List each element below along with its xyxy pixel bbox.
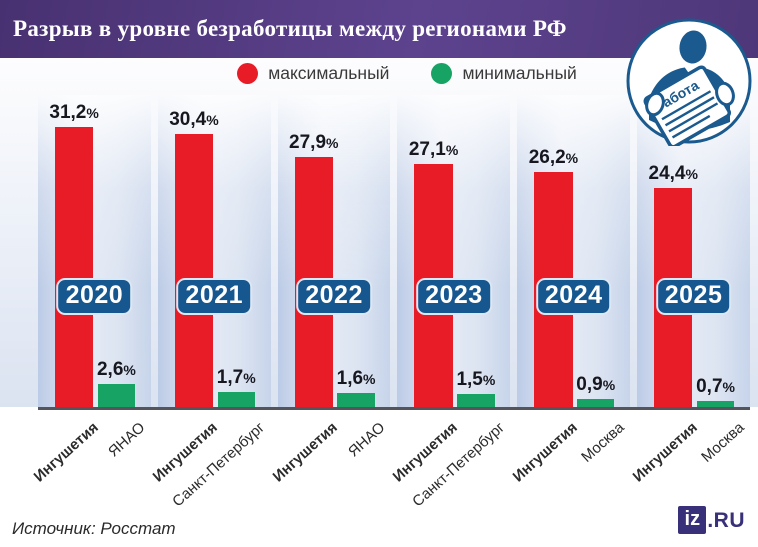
min-bar: 1,5% (456, 369, 495, 407)
legend-min-dot-icon (431, 63, 453, 84)
percent-sign: % (722, 379, 735, 395)
year-badge: 2020 (56, 278, 133, 315)
min-bar: 0,9% (576, 374, 615, 407)
year-group-2024: 26,2% 0,9% 2024 Ингушетия Москва (509, 95, 631, 485)
max-bar: 31,2% (49, 102, 99, 407)
value-number: 27,1 (408, 139, 446, 160)
percent-sign: % (123, 362, 136, 378)
year-badge: 2025 (655, 278, 732, 315)
value-number: 31,2 (49, 102, 87, 123)
year-group-2025: 24,4% 0,7% 2025 Ингушетия Москва (629, 95, 750, 485)
x-label-min-region: Москва (578, 419, 628, 466)
max-value-label: 24,4% (649, 163, 698, 185)
max-value-label: 27,1% (409, 139, 458, 161)
legend: максимальный минимальный (28, 63, 758, 84)
percent-sign: % (86, 105, 99, 121)
x-label-max-region: Ингушетия (629, 419, 701, 486)
value-number: 27,9 (289, 132, 327, 153)
x-label-min-region: ЯНАО (105, 419, 149, 461)
legend-item-min: минимальный (431, 63, 577, 84)
legend-min-label: минимальный (462, 63, 577, 83)
legend-max-label: максимальный (268, 63, 390, 83)
plot-area: 31,2% 2,6% 2020 Ингушетия ЯНАО 30,4% 1,7… (30, 95, 750, 510)
izru-logo: iz .RU (678, 506, 745, 534)
value-number: 0,7 (696, 376, 723, 397)
min-value-label: 1,7% (217, 367, 256, 389)
value-number: 26,2 (528, 147, 566, 168)
min-value-label: 0,7% (696, 376, 735, 398)
x-label-min-region: Москва (698, 419, 748, 466)
x-label-max-region: Ингушетия (509, 419, 581, 486)
year-group-2022: 27,9% 1,6% 2022 Ингушетия ЯНАО (270, 95, 391, 485)
header-bar: Разрыв в уровне безработицы между регион… (0, 0, 758, 58)
value-number: 1,5 (456, 369, 483, 390)
max-bar: 30,4% (169, 109, 219, 407)
min-value-label: 1,6% (337, 368, 376, 390)
min-bar: 1,7% (217, 367, 256, 407)
percent-sign: % (685, 166, 698, 182)
source-credit: Источник: Росстат (12, 519, 176, 538)
value-number: 24,4 (648, 163, 686, 184)
page-title: Разрыв в уровне безработицы между регион… (13, 16, 567, 41)
value-number: 30,4 (169, 109, 207, 130)
min-value-label: 0,9% (576, 374, 615, 396)
year-badge: 2024 (535, 278, 612, 315)
percent-sign: % (243, 370, 256, 386)
percent-sign: % (206, 112, 219, 128)
min-bar: 0,7% (696, 376, 735, 407)
value-number: 2,6 (96, 359, 124, 380)
percent-sign: % (445, 142, 459, 158)
year-group-2021: 30,4% 1,7% 2021 Ингушетия Санкт-Петербур… (150, 95, 271, 510)
legend-max-dot-icon (237, 63, 259, 84)
value-number: 1,6 (336, 368, 364, 389)
max-value-label: 30,4% (169, 109, 218, 131)
izru-logo-box: iz (678, 506, 707, 534)
year-group-2023: 27,1% 1,5% 2023 Ингушетия Санкт-Петербур… (390, 95, 511, 510)
max-value-label: 31,2% (49, 102, 98, 124)
x-label-max-region: Ингушетия (269, 419, 341, 486)
year-badge: 2023 (416, 278, 492, 315)
percent-sign: % (482, 372, 496, 388)
min-value-label: 2,6% (97, 359, 136, 381)
percent-sign: % (363, 371, 376, 387)
year-group-2020: 31,2% 2,6% 2020 Ингушетия ЯНАО (30, 95, 151, 485)
x-label-max-region: Ингушетия (30, 419, 102, 486)
izru-logo-ru: .RU (707, 509, 745, 532)
legend-item-max: максимальный (237, 63, 389, 84)
min-bar: 1,6% (337, 368, 376, 407)
percent-sign: % (326, 135, 339, 151)
value-number: 1,7 (216, 367, 244, 388)
min-bar: 2,6% (97, 359, 136, 407)
percent-sign: % (602, 377, 616, 393)
max-value-label: 27,9% (289, 132, 338, 154)
value-number: 0,9 (576, 374, 603, 395)
x-label-min-region: ЯНАО (344, 419, 389, 461)
year-badge: 2021 (176, 278, 253, 315)
percent-sign: % (565, 150, 579, 166)
min-value-label: 1,5% (456, 369, 495, 391)
job-badge-icon: Работа (626, 18, 752, 146)
year-badge: 2022 (296, 278, 372, 315)
max-value-label: 26,2% (529, 147, 578, 169)
